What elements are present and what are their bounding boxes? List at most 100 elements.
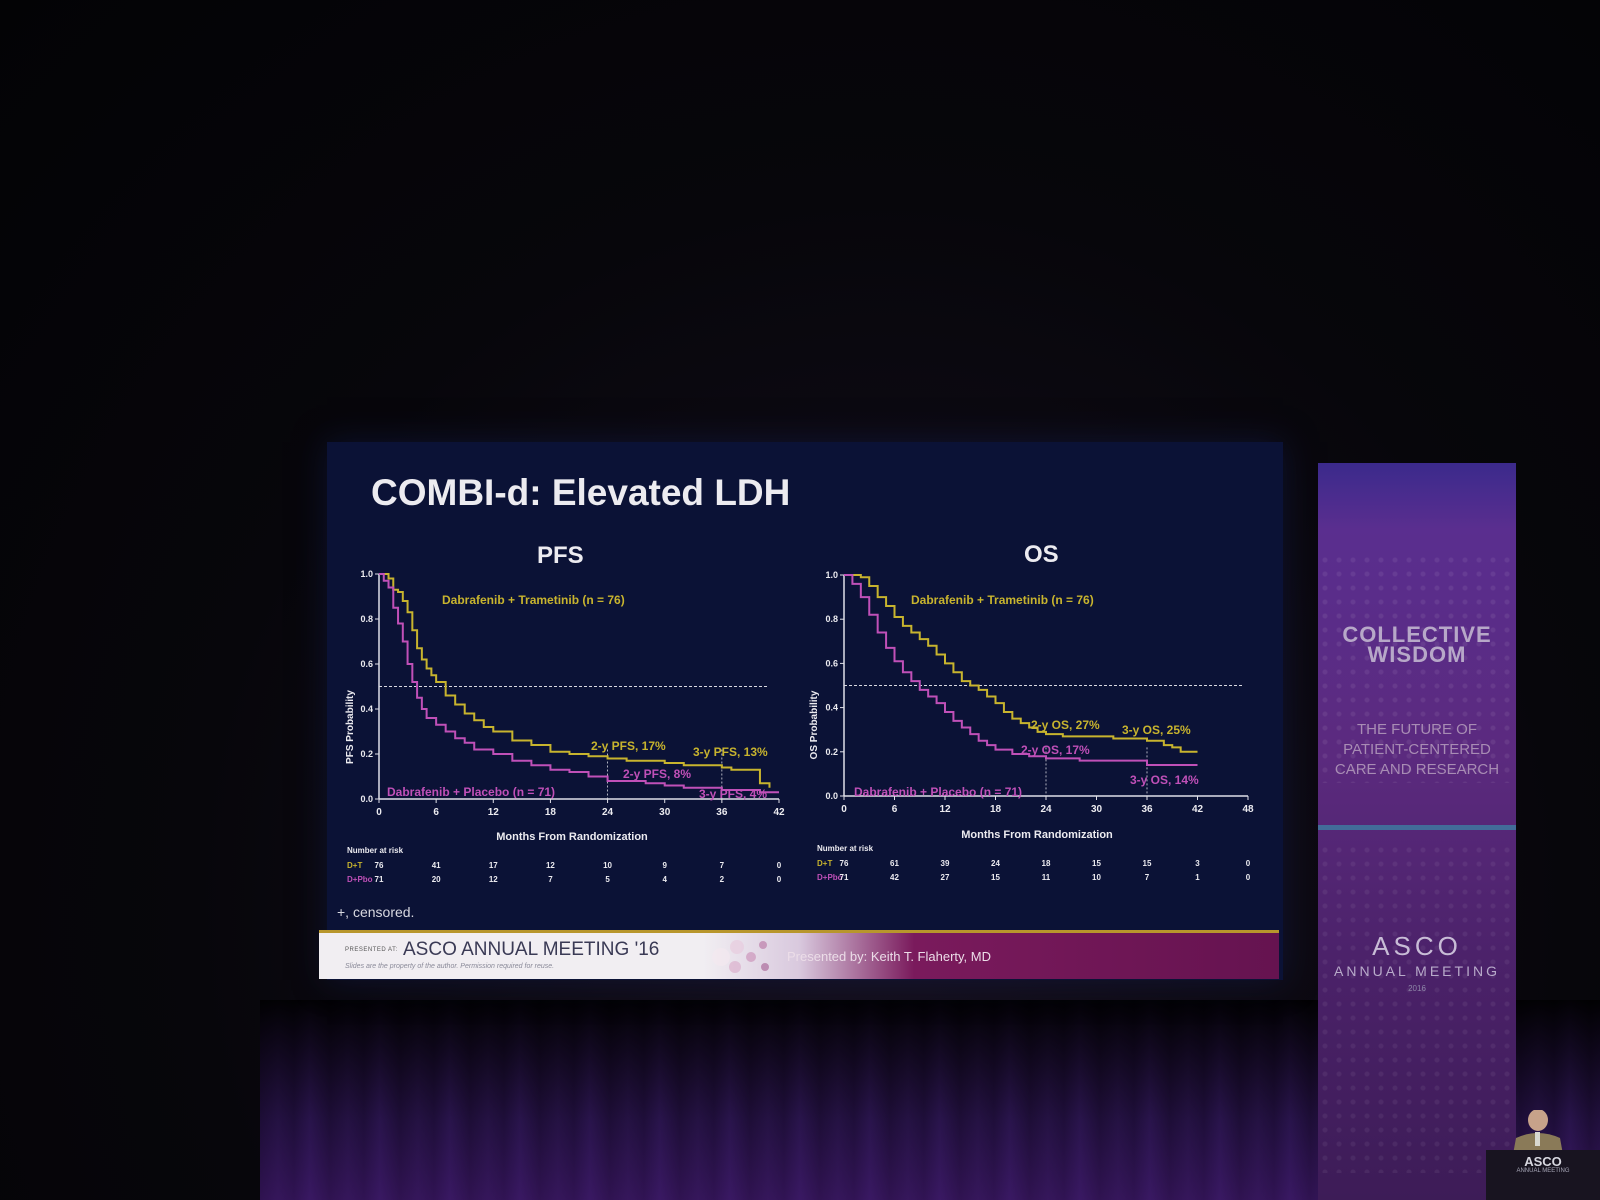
pfs-x-tick-label: 24 — [602, 807, 614, 818]
os-at-risk-value: 15 — [991, 873, 1000, 882]
banner-divider — [1318, 825, 1516, 830]
os-x-tick-label: 24 — [1040, 804, 1052, 815]
os-at-risk-header: Number at risk — [817, 844, 874, 853]
pfs-x-tick-label: 12 — [488, 807, 500, 818]
pfs-axes: 0.0 0.2 0.4 0.6 0.8 1.0 0 6 12 18 24 30 36 42 — [360, 569, 785, 818]
os-y-axis-label: OS Probability — [809, 690, 820, 759]
os-y-tick-label: 0.6 — [825, 658, 838, 668]
os-at-risk-value: 0 — [1246, 859, 1251, 868]
os-legend-dt: Dabrafenib + Trametinib (n = 76) — [911, 593, 1094, 607]
pfs-at-risk-row-label: D+Pbo — [347, 875, 373, 884]
pfs-at-risk-value: 20 — [432, 875, 441, 884]
pfs-at-risk-value: 71 — [375, 875, 384, 884]
pfs-at-risk-value: 76 — [375, 861, 384, 870]
os-annot-3y-dt: 3-y OS, 25% — [1122, 723, 1191, 737]
os-x-tick-label: 36 — [1141, 804, 1153, 815]
slide-footer: PRESENTED AT: ASCO ANNUAL MEETING '16 Sl… — [319, 930, 1279, 979]
pfs-series-dt-line — [379, 573, 771, 788]
pfs-y-tick-label: 0.4 — [360, 704, 373, 714]
os-at-risk-value: 15 — [1143, 859, 1152, 868]
os-at-risk-value: 27 — [941, 873, 950, 882]
os-at-risk-value: 76 — [840, 859, 849, 868]
pfs-panel-title: PFS — [537, 542, 584, 569]
banner-annual-meeting: ANNUAL MEETING — [1334, 963, 1500, 979]
os-annot-2y-dt: 2-y OS, 27% — [1031, 718, 1100, 732]
os-annot-2y-dpbo: 2-y OS, 17% — [1021, 743, 1090, 757]
podium-label: ASCO — [1524, 1154, 1562, 1169]
banner-collective-wisdom: COLLECTIVE WISDOM — [1342, 622, 1492, 667]
os-at-risk-value: 18 — [1042, 859, 1051, 868]
os-series-dt-line — [844, 574, 1198, 753]
os-at-risk-value: 11 — [1042, 873, 1051, 882]
os-y-tick-label: 0.8 — [825, 614, 838, 624]
pfs-km-chart: PFS Probability 0.0 0.2 0.4 0.6 0.8 1.0 0 6 12 18… — [345, 569, 785, 884]
pfs-at-risk-value: 9 — [662, 861, 667, 870]
os-x-tick-label: 6 — [892, 804, 898, 815]
pfs-y-axis-title: PFS Probability — [345, 690, 356, 764]
os-x-tick-label: 0 — [841, 804, 847, 815]
censored-footnote: +, censored. — [337, 904, 415, 920]
pfs-at-risk-value: 4 — [662, 875, 667, 884]
pfs-y-tick-label: 1.0 — [360, 569, 373, 579]
os-legend-dpbo: Dabrafenib + Placebo (n = 71) — [854, 785, 1022, 799]
os-x-tick-label: 48 — [1242, 804, 1254, 815]
os-at-risk-row-label: D+Pbo — [817, 873, 843, 882]
banner-tagline: THE FUTURE OF PATIENT-CENTERED CARE AND … — [1334, 721, 1500, 778]
footer-meeting-name: ASCO ANNUAL MEETING '16 — [403, 939, 660, 960]
os-panel-title: OS — [1024, 541, 1059, 568]
pfs-legend-dt: Dabrafenib + Trametinib (n = 76) — [442, 593, 625, 607]
os-x-axis-title: Months From Randomization — [961, 829, 1113, 841]
os-at-risk-row-label: D+T — [817, 859, 832, 868]
pfs-y-tick-label: 0.8 — [360, 614, 373, 624]
footer-presenter: Presented by: Keith T. Flaherty, MD — [787, 949, 991, 964]
pfs-y-tick-label: 0.6 — [360, 659, 373, 669]
os-annot-3y-dpbo: 3-y OS, 14% — [1130, 773, 1199, 787]
banner-pattern-top — [1318, 553, 1516, 783]
os-x-tick-label: 18 — [990, 804, 1002, 815]
pfs-at-risk-value: 5 — [605, 875, 610, 884]
pfs-annot-2y-dt: 2-y PFS, 17% — [591, 739, 666, 753]
pfs-x-axis-title: Months From Randomization — [496, 831, 648, 843]
os-axes: 0.0 0.2 0.4 0.6 0.8 1.0 0 6 12 18 24 30 36 42 48 — [825, 570, 1254, 815]
pfs-x-tick-label: 0 — [376, 807, 382, 818]
os-at-risk-value: 71 — [840, 873, 849, 882]
os-at-risk-value: 10 — [1092, 873, 1101, 882]
pfs-y-axis-label: PFS Probability — [345, 690, 356, 764]
asco-banner: COLLECTIVE WISDOM THE FUTURE OF PATIENT-… — [1318, 463, 1516, 1200]
projection-screen: COMBI-d: Elevated LDH PFS OS PFS Probabi… — [319, 442, 1283, 980]
pfs-x-tick-label: 18 — [545, 807, 557, 818]
pfs-annot-2y-dpbo: 2-y PFS, 8% — [623, 767, 691, 781]
os-at-risk-value: 39 — [941, 859, 950, 868]
os-at-risk-value: 42 — [890, 873, 899, 882]
pfs-at-risk-value: 7 — [720, 861, 725, 870]
pfs-x-tick-label: 6 — [433, 807, 439, 818]
pfs-at-risk-value: 0 — [777, 875, 782, 884]
pfs-at-risk-table: D+T 76 41 17 12 10 9 7 0D+Pbo 71 20 12 7 5 4 2 0 — [347, 861, 782, 884]
pfs-at-risk-value: 0 — [777, 861, 782, 870]
os-y-tick-label: 0.2 — [825, 747, 838, 757]
pfs-x-tick-label: 30 — [659, 807, 671, 818]
pfs-series-dpbo-line — [379, 573, 779, 794]
pfs-at-risk-value: 41 — [432, 861, 441, 870]
os-at-risk-value: 24 — [991, 859, 1000, 868]
os-at-risk-value: 3 — [1195, 859, 1200, 868]
os-x-tick-label: 12 — [939, 804, 951, 815]
pfs-at-risk-row-label: D+T — [347, 861, 362, 870]
os-at-risk-value: 61 — [890, 859, 899, 868]
slide-title: COMBI-d: Elevated LDH — [371, 472, 791, 513]
footer-presented-at: PRESENTED AT: — [345, 947, 398, 953]
os-series-dpbo-line — [844, 574, 1198, 767]
footer-dots-graphic — [712, 940, 769, 973]
os-y-axis-title: OS Probability — [809, 690, 820, 759]
pfs-at-risk-value: 7 — [548, 875, 553, 884]
pfs-y-tick-label: 0.0 — [360, 794, 373, 804]
os-at-risk-value: 7 — [1145, 873, 1150, 882]
banner-year: 2016 — [1408, 984, 1426, 993]
os-y-tick-label: 0.4 — [825, 703, 838, 713]
pfs-at-risk-value: 17 — [489, 861, 498, 870]
os-at-risk-value: 0 — [1246, 873, 1251, 882]
os-y-tick-label: 0.0 — [825, 791, 838, 801]
pfs-x-tick-label: 42 — [773, 807, 785, 818]
pfs-series-group — [379, 573, 779, 794]
